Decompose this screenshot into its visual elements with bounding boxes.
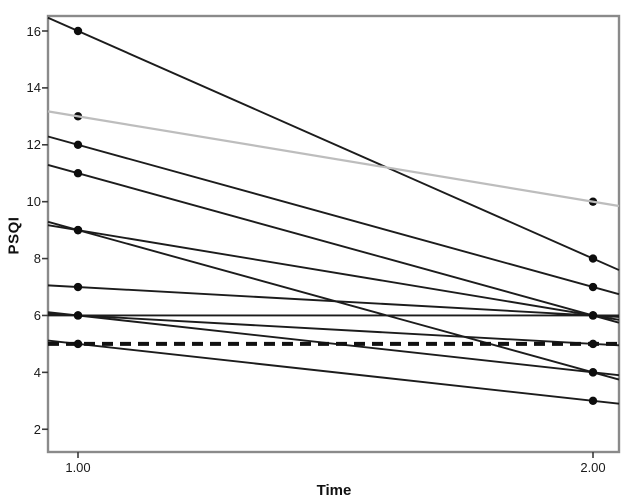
data-point-marker-subject-03 [73,140,83,149]
data-point-marker-subject-12 [588,339,598,349]
y-tick-label: 12 [26,137,41,153]
data-point-marker-subject-01 [588,254,598,263]
series-line-subject-01 [47,16,620,271]
y-tick-label: 4 [33,364,41,380]
plot-frame [46,14,621,454]
series-line-subject-07 [47,284,620,318]
series-line-subject-09 [47,312,620,347]
x-axis-title: Time [316,482,352,499]
x-tick-label: 1.00 [65,460,91,475]
y-tick-label: 14 [26,80,41,96]
data-point-marker-subject-04 [73,169,83,178]
y-tick-label: 6 [33,307,41,323]
series-line-subject-11 [47,339,620,405]
data-point-marker-subject-03 [588,282,598,292]
y-tick-label: 2 [33,421,41,437]
series-line-subject-03 [47,135,620,296]
data-point-marker-subject-07 [73,282,83,292]
series-line-subject-05 [47,224,620,321]
y-tick-label: 8 [33,251,41,267]
data-point-marker-subject-06 [73,225,83,235]
data-point-marker-subject-01 [73,26,83,36]
y-axis-title: PSQI [5,216,23,255]
x-tick-label: 2.00 [580,460,606,475]
series-line-subject-10 [47,311,620,377]
y-tick-label: 16 [26,23,41,39]
data-point-marker-subject-11 [588,396,598,406]
series-line-subject-02 [47,110,620,208]
data-point-marker-subject-10 [588,368,598,377]
data-point-marker-subject-10 [73,311,83,320]
y-tick-label: 10 [26,194,41,210]
data-point-marker-subject-12 [73,339,83,349]
series-line-subject-04 [47,164,620,324]
data-point-marker-subject-08 [588,311,598,320]
